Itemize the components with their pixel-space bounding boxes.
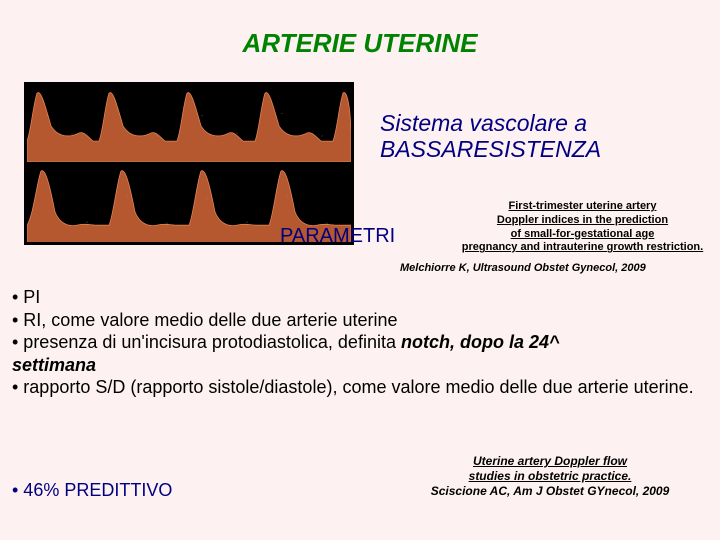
- doppler-row-top: [27, 85, 351, 162]
- citation-1-line: pregnancy and intrauterine growth restri…: [462, 241, 703, 253]
- citation-2-author: Sciscione AC, Am J Obstet GYnecol, 2009: [431, 484, 670, 498]
- citation-2-line: Uterine artery Doppler flow: [473, 454, 627, 468]
- bullet-item: • RI, come valore medio delle due arteri…: [12, 309, 708, 332]
- citation-1-line: First-trimester uterine artery: [509, 200, 657, 212]
- bullet-text: • presenza di un'incisura protodiastolic…: [12, 332, 401, 352]
- citation-1-line: of small-for-gestational age: [511, 228, 655, 240]
- citation-2: Uterine artery Doppler flow studies in o…: [400, 454, 700, 499]
- bullet-bold: notch, dopo la 24^: [401, 332, 560, 352]
- citation-2-line: studies in obstetric practice.: [469, 469, 632, 483]
- citation-1-line: Doppler indices in the prediction: [497, 214, 668, 226]
- bullet-list: • PI • RI, come valore medio delle due a…: [12, 286, 708, 399]
- subtitle-line1: Sistema vascolare a: [380, 110, 587, 136]
- bullet-item: • PI: [12, 286, 708, 309]
- parameters-label: PARAMETRI: [280, 225, 395, 248]
- bullet-bold-line: settimana: [12, 354, 708, 377]
- citation-1-author: Melchiorre K, Ultrasound Obstet Gynecol,…: [400, 262, 646, 274]
- predictive-value: • 46% PREDITTIVO: [12, 480, 172, 501]
- bullet-item: • presenza di un'incisura protodiastolic…: [12, 331, 708, 354]
- bullet-item: • rapporto S/D (rapporto sistole/diastol…: [12, 376, 708, 399]
- subtitle-line2: BASSARESISTENZA: [380, 136, 601, 162]
- subtitle: Sistema vascolare a BASSARESISTENZA: [380, 110, 601, 163]
- doppler-image: [24, 82, 354, 245]
- doppler-waveform-top: [27, 85, 351, 162]
- citation-1: First-trimester uterine artery Doppler i…: [455, 200, 710, 255]
- slide-title: ARTERIE UTERINE: [0, 0, 720, 59]
